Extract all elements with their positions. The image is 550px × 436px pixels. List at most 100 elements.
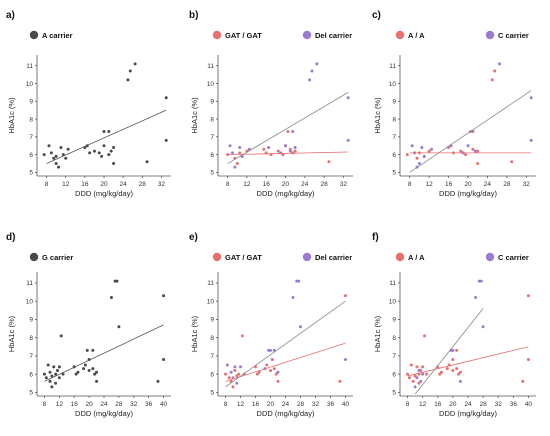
data-point — [272, 367, 276, 371]
data-point — [52, 365, 56, 369]
data-point — [291, 130, 295, 134]
x-tick-label: 12 — [237, 401, 245, 408]
legend-label: GAT / GAT — [225, 253, 262, 262]
data-point — [291, 296, 295, 300]
data-point — [276, 379, 280, 383]
x-tick-label: 28 — [503, 181, 511, 188]
data-point — [419, 379, 423, 383]
x-tick-label: 20 — [100, 181, 108, 188]
y-tick-label: 5 — [29, 170, 33, 177]
data-point — [493, 69, 497, 73]
data-point — [346, 96, 350, 100]
data-point — [97, 151, 101, 155]
trend-line — [225, 342, 346, 382]
x-tick-label: 40 — [525, 401, 533, 408]
y-axis-title: HbA1c (%) — [373, 97, 382, 134]
x-tick-label: 24 — [282, 401, 290, 408]
y-tick-label: 11 — [26, 63, 33, 70]
data-point — [235, 162, 239, 166]
y-tick-label: 5 — [392, 170, 396, 177]
data-point — [240, 334, 244, 338]
data-point — [225, 363, 229, 367]
trend-line — [46, 109, 167, 164]
data-point — [66, 147, 70, 151]
data-point — [50, 374, 54, 378]
y-tick-label: 10 — [26, 298, 34, 305]
legend-marker — [212, 252, 222, 262]
data-point — [102, 130, 106, 134]
x-tick-label: 32 — [495, 401, 503, 408]
data-point — [420, 146, 424, 150]
data-point — [417, 162, 421, 166]
data-point — [88, 151, 92, 155]
data-point — [48, 370, 52, 374]
x-tick-label: 20 — [464, 181, 472, 188]
data-point — [346, 138, 350, 142]
x-tick-label: 16 — [252, 401, 260, 408]
x-tick-label: 24 — [464, 401, 472, 408]
chart-panel: f) A / A C carrier 5 6 7 8 9 10 11 8 12 16 20 24 28 32 36… — [372, 232, 536, 418]
panel-label: e) — [189, 232, 198, 243]
data-point — [430, 147, 434, 151]
data-point — [112, 146, 116, 150]
y-axis-title: HbA1c (%) — [7, 315, 16, 352]
y-tick-label: 10 — [26, 81, 34, 88]
y-tick-label: 8 — [29, 116, 33, 123]
x-tick-label: 28 — [139, 181, 147, 188]
data-point — [54, 381, 58, 385]
data-point — [451, 368, 455, 372]
data-point — [57, 365, 61, 369]
x-tick-label: 20 — [282, 181, 290, 188]
x-tick-label: 16 — [81, 181, 89, 188]
trend-line — [407, 346, 529, 377]
x-axis-title: DDD (mg/kg/day) — [439, 409, 497, 418]
data-point — [476, 149, 480, 153]
y-tick-label: 9 — [392, 317, 396, 324]
data-point — [83, 363, 87, 367]
panel-label: f) — [372, 232, 379, 243]
data-point — [466, 144, 470, 148]
panel-label: c) — [372, 10, 381, 21]
data-point — [91, 367, 95, 371]
data-point — [54, 154, 58, 158]
data-point — [308, 78, 312, 82]
y-tick-label: 9 — [210, 99, 214, 106]
x-tick-label: 24 — [301, 181, 309, 188]
data-point — [421, 365, 425, 369]
data-point — [315, 62, 319, 66]
data-point — [299, 325, 302, 329]
data-point — [115, 279, 119, 283]
legend-marker — [395, 30, 405, 40]
x-tick-label: 12 — [426, 181, 434, 188]
data-point — [57, 165, 61, 169]
y-tick-label: 8 — [210, 116, 214, 123]
legend-label: Del carrier — [315, 31, 352, 40]
x-tick-label: 28 — [479, 401, 487, 408]
panel-label: b) — [189, 10, 198, 21]
data-point — [262, 147, 266, 151]
data-point — [93, 372, 97, 376]
y-tick-label: 11 — [389, 63, 396, 70]
legend-label: A / A — [408, 31, 425, 40]
y-tick-label: 11 — [207, 280, 214, 287]
y-tick-label: 7 — [29, 353, 33, 360]
data-point — [100, 154, 104, 158]
data-point — [490, 78, 494, 82]
data-point — [85, 348, 89, 352]
data-point — [54, 162, 58, 166]
data-point — [451, 348, 455, 352]
data-point — [164, 138, 168, 142]
y-tick-label: 6 — [392, 152, 396, 159]
x-tick-label: 28 — [115, 401, 123, 408]
data-point — [464, 153, 468, 157]
x-tick-label: 20 — [267, 401, 275, 408]
data-point — [239, 365, 242, 369]
data-point — [257, 370, 261, 374]
trend-line — [409, 90, 532, 173]
data-point — [424, 372, 428, 376]
x-tick-label: 8 — [408, 181, 412, 188]
data-point — [411, 379, 415, 383]
legend-label: GAT / GAT — [225, 31, 262, 40]
data-point — [417, 381, 421, 385]
data-point — [409, 363, 413, 367]
